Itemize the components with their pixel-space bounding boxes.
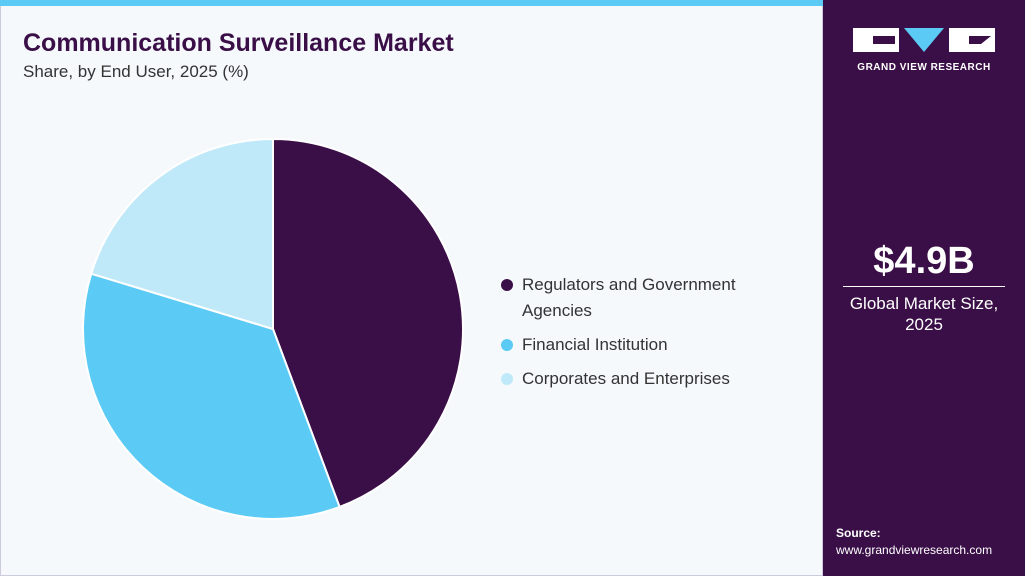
side-panel: GRAND VIEW RESEARCH $4.9B Global Market …	[823, 0, 1025, 576]
pie-slice	[272, 137, 464, 509]
legend-swatch	[501, 339, 513, 351]
brand-name: GRAND VIEW RESEARCH	[857, 62, 991, 73]
pie-slice	[89, 137, 274, 331]
top-bar	[0, 0, 823, 6]
legend-swatch	[501, 373, 513, 385]
legend-label: Regulators and Government Agencies	[522, 275, 736, 320]
legend-swatch	[501, 279, 513, 291]
legend-label: Corporates and Enterprises	[522, 369, 730, 388]
market-size: $4.9B	[873, 240, 975, 282]
legend: Regulators and Government Agencies Financ…	[501, 272, 761, 400]
legend-item: Corporates and Enterprises	[501, 366, 761, 392]
market-size-label: Global Market Size, 2025	[849, 294, 999, 334]
source-label: Source:	[836, 526, 881, 540]
chart-subtitle: Share, by End User, 2025 (%)	[23, 62, 249, 81]
chart-title: Communication Surveillance Market	[23, 29, 454, 57]
legend-item: Financial Institution	[501, 332, 761, 358]
source-url: www.grandviewresearch.com	[836, 543, 993, 557]
pie-chart	[82, 137, 464, 520]
pie-slice	[82, 272, 341, 520]
legend-item: Regulators and Government Agencies	[501, 272, 761, 324]
separator	[843, 286, 1005, 287]
legend-label: Financial Institution	[522, 335, 668, 354]
logo	[853, 28, 995, 52]
chart-panel: Communication Surveillance Market Share,…	[0, 0, 823, 576]
